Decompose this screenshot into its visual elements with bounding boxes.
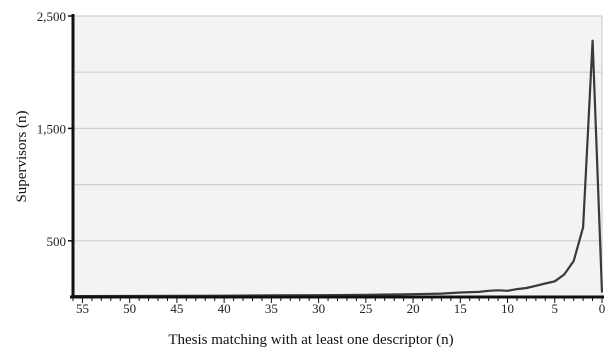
x-tick-label: 35 [265, 301, 278, 316]
y-tick-label: 500 [47, 234, 67, 249]
plot-area [72, 15, 603, 298]
x-tick-label: 10 [501, 301, 514, 316]
x-tick-label: 30 [312, 301, 325, 316]
y-axis-title: Supervisors (n) [14, 110, 30, 202]
y-tick-label: 2,500 [37, 9, 66, 24]
x-tick-label: 25 [359, 301, 372, 316]
x-tick-label: 40 [218, 301, 231, 316]
x-tick-label: 15 [454, 301, 467, 316]
x-tick-label: 55 [76, 301, 89, 316]
x-tick-label: 50 [123, 301, 136, 316]
x-axis-title: Thesis matching with at least one descri… [168, 332, 453, 348]
x-tick-label: 45 [170, 301, 183, 316]
x-tick-label: 0 [599, 301, 606, 316]
x-tick-label: 5 [552, 301, 559, 316]
gridlines [73, 15, 602, 242]
x-axis: 55 50 45 40 35 30 25 20 15 10 5 0 [70, 295, 606, 316]
y-tick-label: 1,500 [37, 121, 66, 136]
x-tick-label: 20 [407, 301, 420, 316]
y-axis: 500 1,500 2,500 [37, 9, 75, 297]
